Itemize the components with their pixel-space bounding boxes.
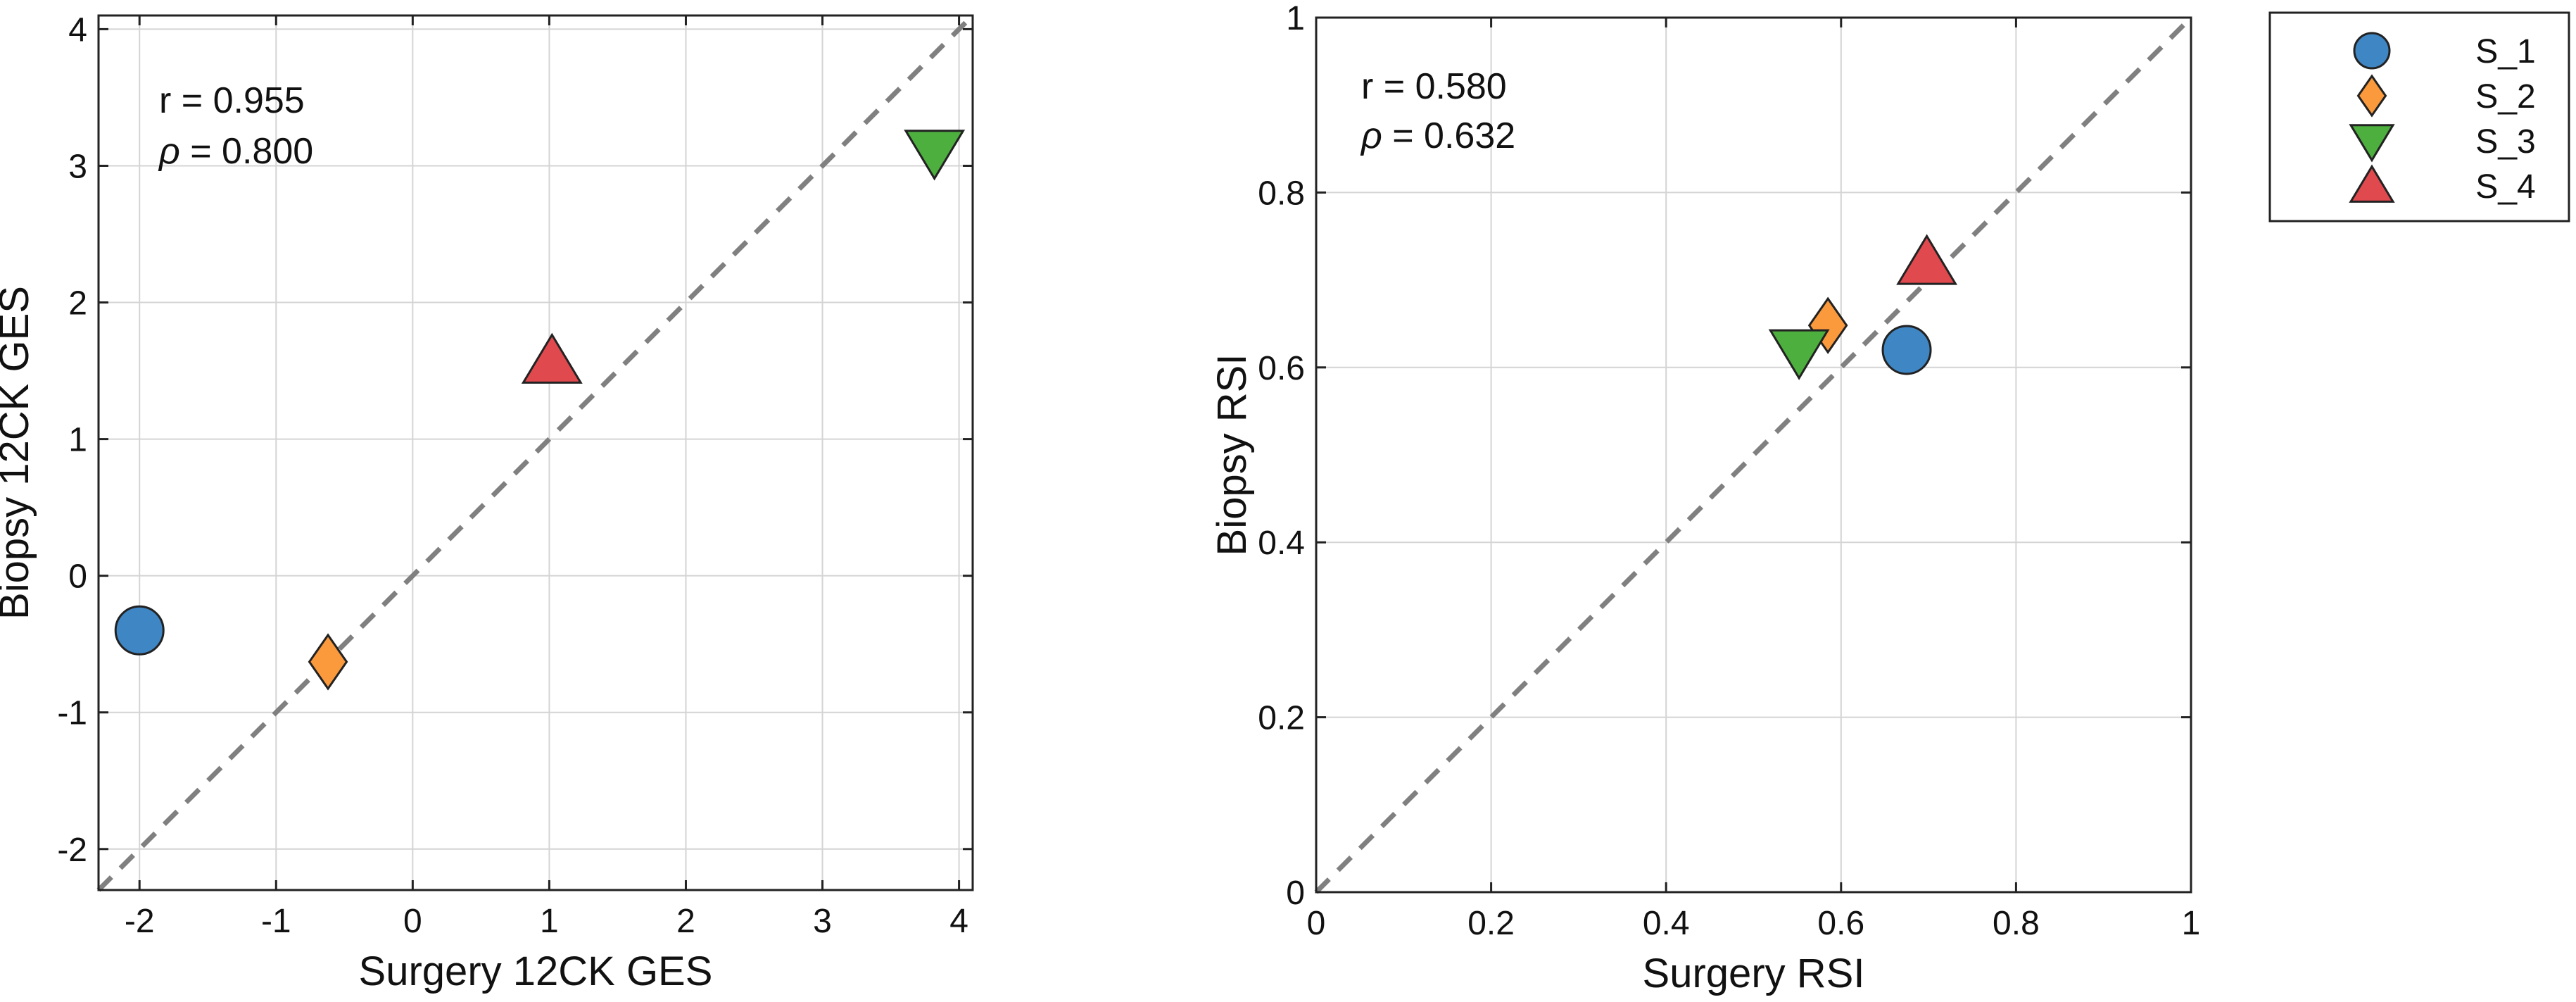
y-tick-label: 2 xyxy=(68,285,87,322)
y-axis-label: Biopsy RSI xyxy=(1209,354,1255,556)
x-tick-label: 0 xyxy=(1307,905,1326,942)
x-tick-label: -2 xyxy=(125,903,155,940)
rho-annotation: ρ = 0.632 xyxy=(1360,115,1515,156)
y-tick-label: 0.6 xyxy=(1258,350,1305,387)
point-s4 xyxy=(521,332,583,384)
y-tick-label: 1 xyxy=(68,422,87,459)
identity-line xyxy=(96,13,975,892)
x-tick-label: 0.6 xyxy=(1817,905,1864,942)
axes-box xyxy=(1315,16,2192,894)
x-tick-label: 4 xyxy=(949,903,968,940)
identity-line xyxy=(1314,15,2193,894)
point-s1 xyxy=(114,605,165,656)
legend-marker-s2 xyxy=(2356,74,2387,118)
x-tick-label: 1 xyxy=(2182,905,2201,942)
rho-annotation: ρ = 0.800 xyxy=(158,131,313,172)
legend-label: S_1 xyxy=(2475,33,2535,70)
x-axis-label: Surgery RSI xyxy=(1643,951,1865,996)
x-tick-label: 3 xyxy=(813,903,832,940)
x-tick-label: 0 xyxy=(403,903,422,940)
x-tick-label: -1 xyxy=(261,903,291,940)
y-tick-label: 0.2 xyxy=(1258,700,1305,737)
tick-layer: -2 -1 0 1 2 3 4 -2 -1 0 1 2 3 4 xyxy=(57,11,973,940)
y-tick-label: 3 xyxy=(68,148,87,185)
y-tick-label: 1 xyxy=(1286,0,1305,37)
legend-label: S_4 xyxy=(2475,168,2535,206)
point-s2 xyxy=(308,633,348,691)
panel-ges: -2 -1 0 1 2 3 4 -2 -1 0 1 2 3 4 Surgery 12CK GES Biop… xyxy=(0,11,975,994)
y-tick-label: -1 xyxy=(57,695,87,732)
rho-value: = 0.632 xyxy=(1382,115,1515,156)
point-s3 xyxy=(904,130,966,181)
legend-label: S_3 xyxy=(2475,123,2535,161)
x-tick-label: 0.2 xyxy=(1467,905,1515,942)
rho-symbol: ρ xyxy=(158,131,180,172)
r-annotation: r = 0.955 xyxy=(159,80,305,121)
legend-marker-s4 xyxy=(2349,164,2395,203)
points-layer xyxy=(1768,234,1958,380)
legend-marker-s3 xyxy=(2349,124,2395,163)
y-tick-label: 0.4 xyxy=(1258,525,1305,562)
x-tick-label: 0.4 xyxy=(1643,905,1690,942)
y-tick-label: 4 xyxy=(68,11,87,49)
axes-box xyxy=(97,14,974,891)
legend: S_1 S_2 S_3 S_4 xyxy=(2268,11,2570,223)
grid-lines xyxy=(99,15,973,890)
y-tick-label: -2 xyxy=(57,832,87,869)
point-s4 xyxy=(1896,234,1958,285)
rho-symbol: ρ xyxy=(1360,115,1382,156)
x-tick-label: 0.8 xyxy=(1993,905,2040,942)
y-tick-label: 0 xyxy=(68,558,87,596)
y-tick-label: 0 xyxy=(1286,875,1305,912)
point-s3 xyxy=(1768,329,1830,380)
points-layer xyxy=(114,130,966,691)
x-axis-label: Surgery 12CK GES xyxy=(359,948,713,994)
legend-label: S_2 xyxy=(2475,78,2535,115)
rho-value: = 0.800 xyxy=(180,131,313,172)
point-s1 xyxy=(1881,325,1932,375)
legend-marker-s1 xyxy=(2353,32,2391,70)
y-axis-label: Biopsy 12CK GES xyxy=(0,286,37,620)
panel-rsi: 0 0.2 0.4 0.6 0.8 1 0 0.2 0.4 0.6 0.8 1 Surgery RSI… xyxy=(1209,0,2200,996)
tick-layer: 0 0.2 0.4 0.6 0.8 1 0 0.2 0.4 0.6 0.8 1 xyxy=(1258,0,2200,942)
x-tick-label: 2 xyxy=(676,903,695,940)
legend-box xyxy=(2268,11,2570,223)
x-tick-label: 1 xyxy=(540,903,559,940)
r-annotation: r = 0.580 xyxy=(1361,66,1507,107)
y-tick-label: 0.8 xyxy=(1258,175,1305,212)
